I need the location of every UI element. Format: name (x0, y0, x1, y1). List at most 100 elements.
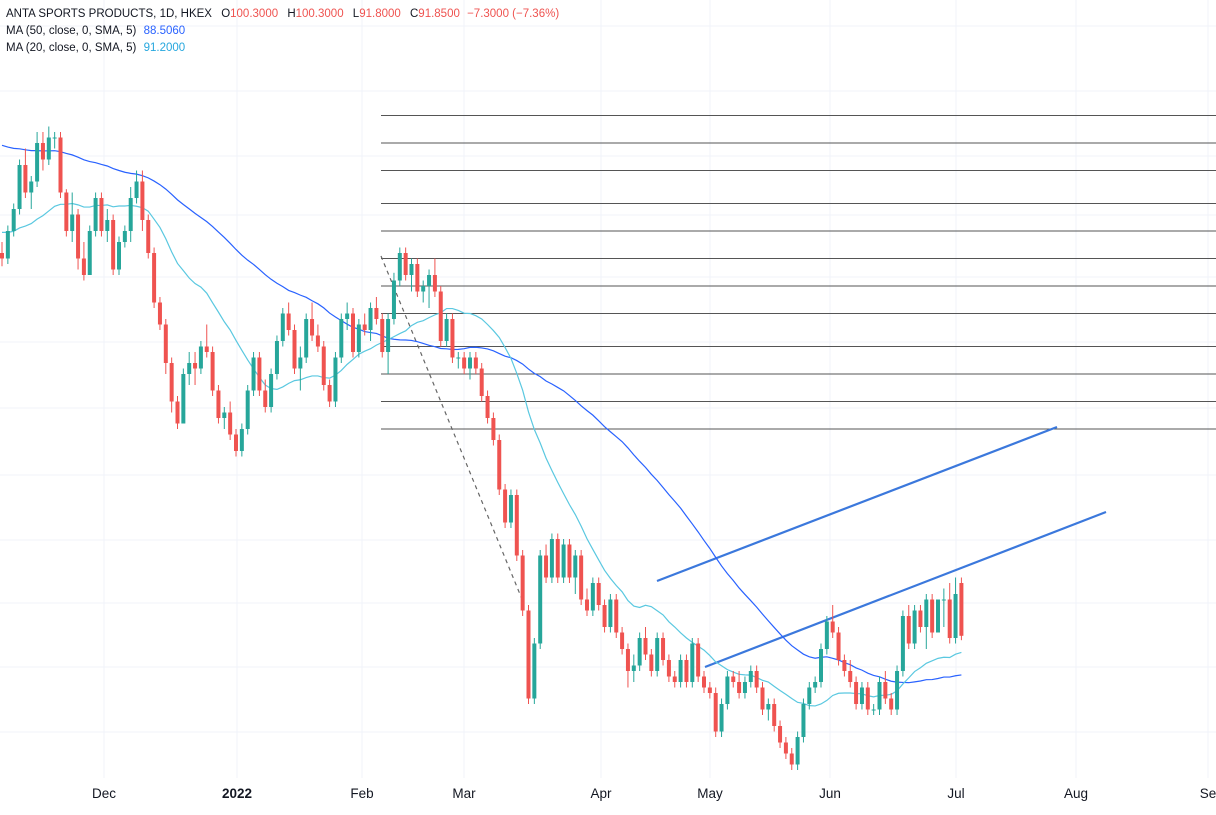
candle[interactable] (637, 632, 642, 672)
candle[interactable] (222, 407, 227, 429)
candle[interactable] (579, 550, 584, 605)
candle[interactable] (380, 313, 385, 358)
candle[interactable] (58, 132, 63, 198)
candle[interactable] (813, 676, 818, 694)
candle[interactable] (941, 588, 946, 628)
candle[interactable] (409, 258, 414, 292)
candle[interactable] (754, 665, 759, 694)
candle[interactable] (713, 687, 718, 738)
candle[interactable] (491, 412, 496, 446)
candle[interactable] (953, 577, 958, 644)
candle[interactable] (105, 209, 110, 242)
candle[interactable] (327, 379, 332, 408)
candle[interactable] (625, 643, 630, 688)
candle[interactable] (117, 236, 121, 276)
candle[interactable] (450, 313, 455, 364)
candle[interactable] (567, 539, 572, 583)
candle[interactable] (479, 363, 484, 402)
candle[interactable] (468, 352, 472, 380)
candle[interactable] (152, 247, 157, 309)
candle[interactable] (608, 594, 613, 633)
candle[interactable] (52, 132, 57, 149)
candle[interactable] (169, 357, 174, 413)
candle[interactable] (23, 148, 28, 199)
candle[interactable] (391, 272, 396, 325)
candle[interactable] (157, 297, 162, 330)
candle[interactable] (473, 352, 478, 374)
candle[interactable] (783, 737, 788, 759)
candle[interactable] (485, 390, 490, 424)
candle[interactable] (11, 203, 16, 237)
candle[interactable] (64, 189, 69, 237)
lower-channel-line[interactable] (704, 510, 1107, 669)
candle[interactable] (134, 170, 139, 204)
candle[interactable] (789, 748, 794, 770)
candle[interactable] (778, 720, 783, 749)
candle[interactable] (0, 242, 4, 267)
candle[interactable] (672, 671, 677, 688)
candle[interactable] (29, 176, 34, 209)
ma20-label[interactable]: MA (20, close, 0, SMA, 5) (6, 42, 137, 54)
candle[interactable] (216, 385, 221, 424)
candle[interactable] (368, 302, 373, 342)
candle[interactable] (801, 698, 806, 743)
candle[interactable] (140, 170, 145, 232)
candle[interactable] (193, 352, 198, 385)
candle[interactable] (737, 671, 742, 699)
candle[interactable] (725, 671, 730, 710)
candle[interactable] (859, 682, 864, 710)
candle[interactable] (456, 352, 461, 369)
candle[interactable] (854, 676, 859, 710)
candle[interactable] (824, 616, 829, 655)
candle[interactable] (678, 654, 683, 688)
candle[interactable] (304, 313, 309, 364)
trend-drawings[interactable] (380, 255, 1107, 669)
candle[interactable] (766, 698, 771, 721)
candle[interactable] (702, 671, 706, 693)
candle[interactable] (836, 627, 841, 666)
candle[interactable] (924, 594, 929, 649)
candle[interactable] (99, 192, 104, 237)
candle[interactable] (339, 313, 344, 364)
candle[interactable] (696, 638, 701, 682)
candle[interactable] (351, 308, 355, 358)
candle[interactable] (93, 192, 98, 237)
candle[interactable] (666, 654, 671, 683)
candle[interactable] (895, 665, 900, 716)
candle[interactable] (403, 247, 408, 281)
candle[interactable] (210, 346, 215, 397)
candle[interactable] (204, 324, 209, 358)
candle[interactable] (81, 242, 86, 281)
candle[interactable] (643, 627, 648, 660)
candle[interactable] (514, 489, 519, 562)
candle[interactable] (865, 682, 870, 715)
candle[interactable] (35, 132, 40, 187)
candle[interactable] (280, 308, 285, 347)
candle[interactable] (286, 302, 291, 336)
candle[interactable] (128, 187, 133, 242)
candle[interactable] (526, 605, 531, 704)
candle[interactable] (883, 671, 888, 704)
candle[interactable] (520, 550, 525, 616)
candle[interactable] (596, 577, 601, 611)
candle[interactable] (760, 682, 765, 715)
candle[interactable] (936, 599, 940, 633)
candle[interactable] (842, 654, 847, 677)
candle[interactable] (900, 610, 905, 677)
candle[interactable] (444, 313, 449, 347)
candle[interactable] (362, 313, 367, 336)
ma50-label[interactable]: MA (50, close, 0, SMA, 5) (6, 25, 137, 37)
candle[interactable] (661, 632, 666, 666)
candle[interactable] (497, 434, 502, 496)
candle[interactable] (947, 583, 952, 644)
candle[interactable] (620, 627, 625, 655)
candle[interactable] (298, 346, 303, 391)
ma50-legend[interactable]: MA (50, close, 0, SMA, 5) 88.5060 (6, 23, 559, 40)
candle[interactable] (239, 423, 244, 457)
candle[interactable] (549, 533, 554, 584)
candle[interactable] (87, 225, 92, 276)
candle[interactable] (40, 132, 45, 171)
candle[interactable] (585, 588, 589, 617)
symbol-ohlc-row[interactable]: ANTA SPORTS PRODUCTS, 1D, HKEX O100.3000… (6, 6, 559, 23)
candle[interactable] (742, 676, 747, 699)
